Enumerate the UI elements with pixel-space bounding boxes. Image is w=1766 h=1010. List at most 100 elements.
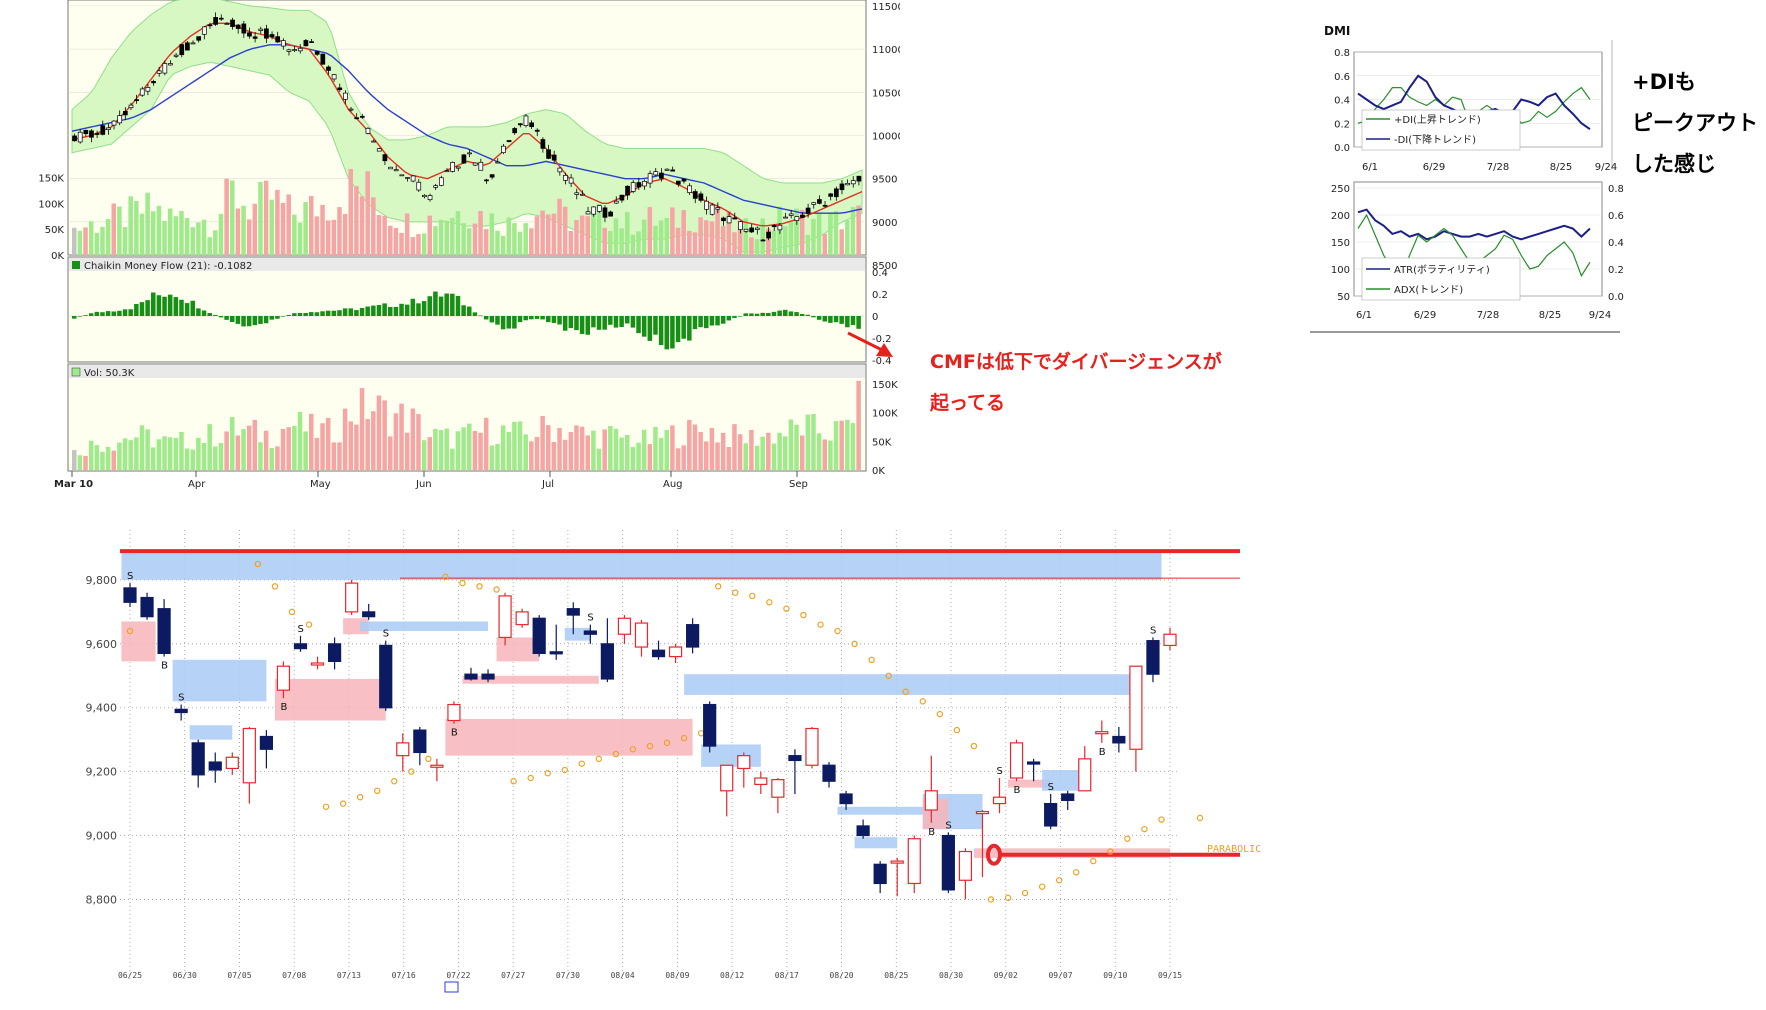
candle-body: [698, 193, 704, 201]
parabolic-sar-point: [766, 599, 773, 606]
volume-bar: [309, 413, 314, 470]
parabolic-sar-point: [1073, 869, 1080, 876]
candle-body: [856, 825, 870, 837]
candle-body: [585, 211, 591, 215]
candle-body: [720, 764, 734, 792]
volume-bar: [184, 218, 190, 255]
cmf-bar: [213, 315, 218, 316]
candle-body: [668, 646, 683, 658]
candle-body: [754, 777, 768, 786]
parabolic-sar-point: [1124, 835, 1131, 842]
x-tick-label: 8/25: [1539, 310, 1561, 321]
volume-bar: [320, 423, 325, 470]
volume-bar: [534, 216, 540, 255]
candle-body: [286, 49, 292, 52]
volume-bar: [805, 414, 811, 470]
volume-bar: [658, 438, 664, 470]
volume-bar: [427, 215, 433, 255]
cmf-bar: [794, 312, 799, 316]
candle-body: [293, 643, 308, 650]
volume-bar: [218, 213, 224, 255]
volume-bar: [151, 211, 156, 255]
volume-bar: [416, 234, 421, 255]
candle-body: [413, 729, 427, 754]
sell-signal-marker: S: [383, 629, 389, 640]
candle-body: [269, 34, 275, 38]
volume-bar: [833, 211, 839, 255]
parabolic-sar-point: [851, 640, 858, 648]
volume-bar: [286, 427, 291, 470]
atr-series-line: [1357, 208, 1591, 241]
cmf-bar: [427, 296, 433, 316]
y-tick-label-right: 0.8: [1608, 184, 1624, 195]
candle-body: [681, 178, 687, 182]
volume-bar: [613, 428, 619, 470]
volume-bar: [376, 215, 382, 255]
cmf-bar: [218, 316, 224, 318]
candle-body: [162, 63, 168, 74]
cmf-bar: [173, 297, 179, 316]
cmf-bar: [134, 304, 139, 316]
parabolic-sar-point: [442, 573, 449, 580]
candle-body: [924, 790, 938, 811]
cmf-bar: [596, 316, 602, 330]
cmf-bar: [478, 315, 483, 317]
x-tick-label: Mar 10: [54, 479, 93, 490]
volume-bar: [77, 455, 83, 470]
volume-bar: [173, 216, 179, 255]
cmf-bar: [681, 316, 686, 339]
candle-body: [788, 755, 802, 762]
price-zone: [1042, 770, 1085, 791]
cmf-bar: [523, 316, 528, 321]
y-tick-label: 150: [1331, 238, 1350, 249]
candle-body: [634, 622, 649, 648]
candle-body: [472, 162, 478, 166]
candle-body: [309, 41, 314, 43]
cmf-bar: [388, 306, 393, 316]
x-tick-label: 6/1: [1362, 162, 1378, 173]
volume-bar: [263, 430, 269, 470]
cmf-bar: [230, 316, 235, 323]
candle-body: [737, 755, 751, 770]
parabolic-sar-point: [885, 672, 892, 679]
cmf-annotation: CMFは低下でダイバージェンスが 起ってる: [930, 342, 1270, 424]
x-tick-label: 08/20: [830, 971, 854, 980]
candle-body: [777, 224, 783, 231]
cmf-bar: [455, 296, 461, 316]
cmf-bar: [551, 316, 557, 323]
parabolic-sar-point: [1196, 814, 1204, 822]
volume-bar: [207, 237, 212, 255]
cmf-bar: [664, 316, 670, 350]
volume-bar: [732, 424, 737, 470]
cmf-bar: [602, 316, 607, 330]
volume-bar: [845, 220, 850, 255]
candle-body: [566, 608, 580, 616]
cmf-bar: [167, 294, 173, 316]
cmf-bar: [88, 313, 94, 316]
volume-bar: [743, 443, 749, 470]
volume-bar: [331, 219, 337, 255]
cmf-bar: [608, 316, 613, 325]
cmf-bar: [704, 316, 709, 329]
volume-bar: [591, 213, 596, 255]
cmf-bar: [720, 316, 726, 324]
cmf-bar: [269, 316, 275, 320]
sell-signal-marker: S: [1150, 625, 1156, 636]
cmf-bar: [833, 316, 839, 323]
volume-bar: [783, 436, 788, 470]
volume-bar: [574, 220, 579, 255]
volume-bar: [794, 424, 799, 470]
volume-bar: [117, 206, 122, 255]
volume-bar: [613, 218, 619, 255]
candle-body: [686, 624, 700, 648]
candle-body: [310, 662, 325, 666]
cmf-bar: [342, 308, 348, 316]
volume-bar: [88, 440, 94, 470]
cmf-bar: [630, 316, 636, 328]
candle-body: [630, 182, 636, 192]
candle-body: [83, 130, 89, 135]
volume-bar: [483, 229, 489, 255]
volume-bar: [546, 425, 551, 470]
cmf-bar: [709, 316, 715, 326]
price-zone: [121, 621, 156, 662]
